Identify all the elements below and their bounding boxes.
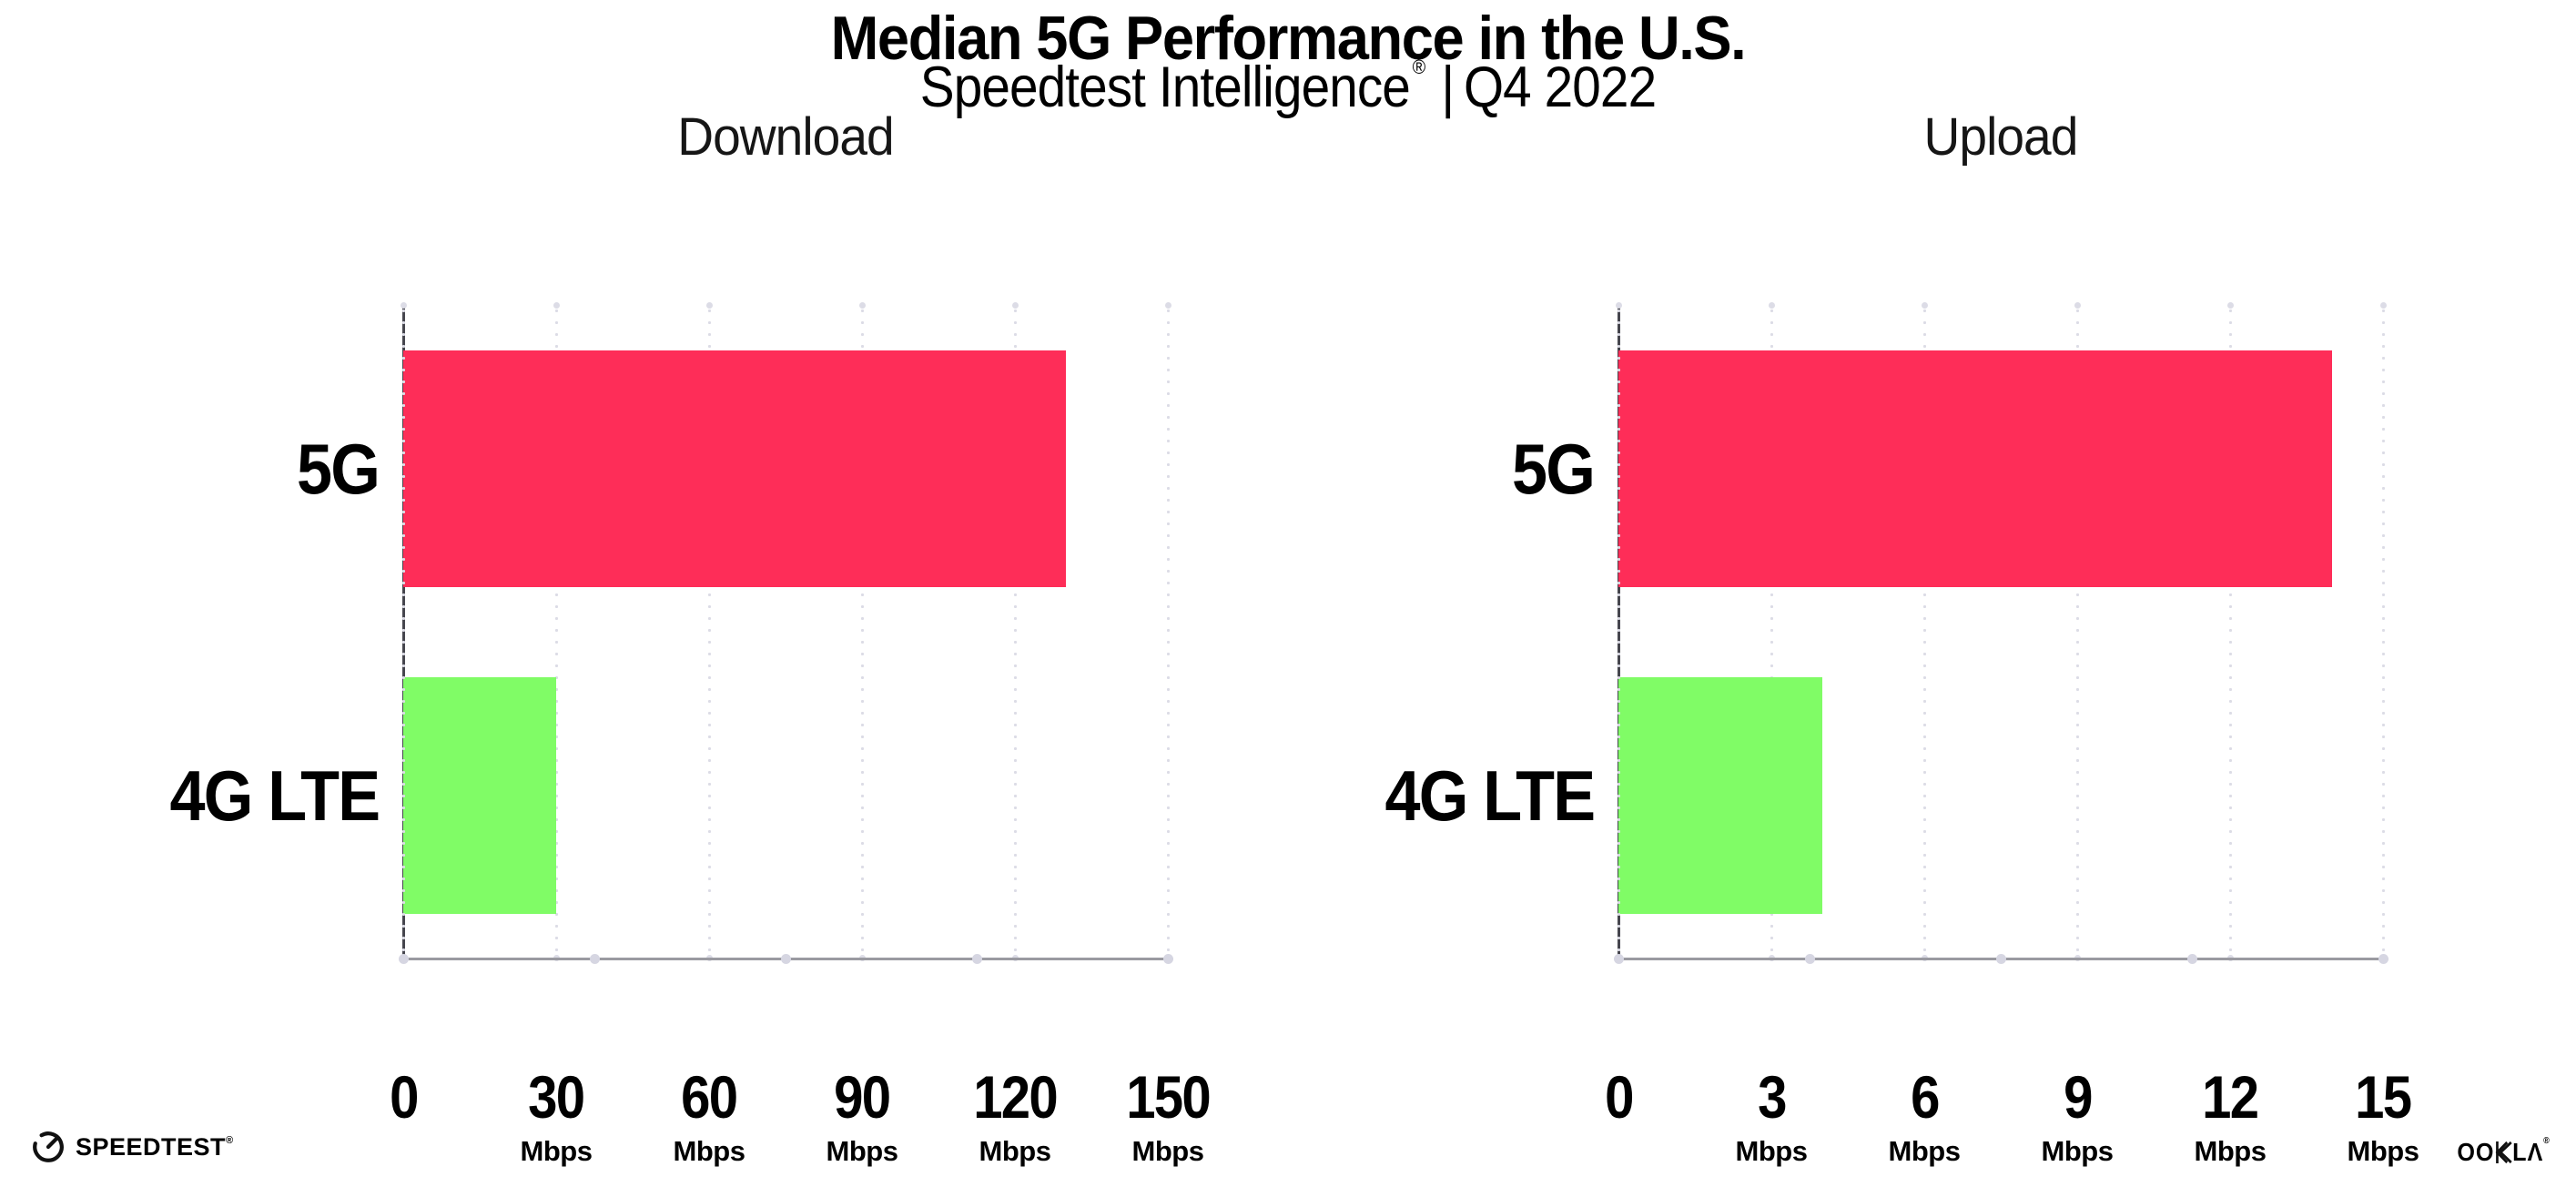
tick-label: 150 [1126, 1063, 1211, 1131]
tick-unit: Mbps [979, 1135, 1051, 1167]
ookla-wordmark-left: OO [2457, 1138, 2495, 1166]
gridline-zero [400, 302, 407, 961]
ookla-registered-mark: ® [2543, 1136, 2551, 1146]
upload-chart-title: Upload [1923, 107, 2079, 167]
ookla-wordmark-right: LΛ [2512, 1138, 2544, 1166]
tick-label: 120 [973, 1063, 1058, 1131]
axis-cap-dot [780, 954, 791, 964]
tick-3: 3 Mbps [1671, 1067, 1871, 1165]
ookla-logo: OO LΛ ® [2447, 1136, 2551, 1167]
upload-category-labels: 5G 4G LTE [1288, 305, 1596, 959]
axis-cap-dot [2186, 954, 2197, 964]
download-chart-title: Download [677, 107, 894, 167]
axis-cap-dot [1162, 954, 1173, 964]
tick-label: 30 [528, 1063, 585, 1131]
bar-5g [1618, 350, 2332, 587]
axis-cap-dot [1995, 954, 2006, 964]
tick-unit: Mbps [2194, 1135, 2267, 1167]
tick-6: 6 Mbps [1824, 1067, 2024, 1165]
tick-label: 12 [2202, 1063, 2259, 1131]
tick-unit: Mbps [1131, 1135, 1204, 1167]
tick-label: 6 [1910, 1063, 1940, 1131]
registered-mark: ® [1412, 56, 1426, 78]
category-label-text: 5G [296, 428, 380, 509]
axis-cap-dot [1613, 954, 1624, 964]
tick-label: 15 [2355, 1063, 2412, 1131]
tick-60: 60 Mbps [609, 1067, 809, 1165]
axis-cap-dot [1804, 954, 1815, 964]
page-title: Median 5G Performance in the U.S. [830, 4, 1747, 73]
tick-label: 3 [1757, 1063, 1787, 1131]
gridline-150 [1164, 302, 1171, 961]
subtitle-period: Q4 2022 [1463, 56, 1657, 119]
tick-unit: Mbps [1888, 1135, 1961, 1167]
tick-label: 90 [834, 1063, 891, 1131]
tick-30: 30 Mbps [456, 1067, 656, 1165]
axis-cap-dot [2378, 954, 2388, 964]
category-label-5g: 5G [1288, 305, 1596, 632]
bar-4g-lte [403, 676, 556, 914]
category-label-4g-lte: 4G LTE [1288, 632, 1596, 959]
download-x-axis-ticks: 0 30 Mbps 60 Mbps 90 Mbps 120 Mbps 150 Mbps [390, 1067, 1212, 1197]
tick-unit: Mbps [520, 1135, 593, 1167]
axis-cap-dot [398, 954, 409, 964]
bar-4g-lte [1618, 676, 1822, 914]
category-label-text: 5G [1511, 428, 1596, 509]
category-label-5g: 5G [73, 305, 380, 632]
upload-x-axis-ticks: 0 3 Mbps 6 Mbps 9 Mbps 12 Mbps 15 Mbps [1605, 1067, 2419, 1197]
subtitle-brand: Speedtest Intelligence [919, 56, 1411, 119]
tick-label: 9 [2063, 1063, 2093, 1131]
tick-label: 0 [1604, 1063, 1634, 1131]
axis-cap-dot [971, 954, 982, 964]
bar-5g [403, 350, 1066, 587]
page-subtitle: Speedtest Intelligence ® | Q4 2022 [129, 56, 2448, 117]
axis-cap-dot [589, 954, 600, 964]
tick-12: 12 Mbps [2130, 1067, 2330, 1165]
tick-unit: Mbps [826, 1135, 898, 1167]
subtitle-divider: | [1441, 56, 1455, 119]
gridline-zero [1615, 302, 1622, 961]
ookla-wordmark: OO LΛ ® [2457, 1136, 2551, 1167]
download-plot-area [398, 302, 1173, 964]
download-category-labels: 5G 4G LTE [73, 305, 380, 959]
tick-unit: Mbps [2347, 1135, 2419, 1167]
download-chart: Download 5G 4G LTE 0 30 Mbps 60 Mbps 90 Mbps 120… [73, 0, 1288, 1197]
tick-0: 0 [303, 1067, 503, 1127]
tick-unit: Mbps [673, 1135, 745, 1167]
gridline-15 [2379, 302, 2387, 961]
speedtest-registered-mark: ® [226, 1134, 234, 1146]
category-label-text: 4G LTE [1384, 755, 1596, 836]
speedtest-logo: SPEEDTEST® [31, 1130, 233, 1164]
tick-unit: Mbps [1735, 1135, 1808, 1167]
tick-label: 0 [389, 1063, 419, 1131]
upload-chart: Upload 5G 4G LTE 0 3 Mbps 6 Mbps 9 Mbps 12 Mbps 15… [1288, 0, 2503, 1197]
tick-9: 9 Mbps [1977, 1067, 2177, 1165]
category-label-text: 4G LTE [169, 755, 380, 836]
tick-120: 120 Mbps [915, 1067, 1115, 1165]
tick-15: 15 Mbps [2283, 1067, 2483, 1165]
tick-0: 0 [1518, 1067, 1719, 1127]
speedtest-wordmark: SPEEDTEST® [76, 1133, 233, 1161]
tick-90: 90 Mbps [762, 1067, 962, 1165]
speedtest-gauge-icon [31, 1130, 66, 1164]
tick-unit: Mbps [2041, 1135, 2114, 1167]
category-label-4g-lte: 4G LTE [73, 632, 380, 959]
tick-label: 60 [681, 1063, 738, 1131]
speedtest-wordmark-text: SPEEDTEST [76, 1132, 227, 1161]
upload-plot-area [1613, 302, 2388, 964]
ookla-k-icon [2495, 1141, 2512, 1163]
tick-150: 150 Mbps [1068, 1067, 1268, 1165]
